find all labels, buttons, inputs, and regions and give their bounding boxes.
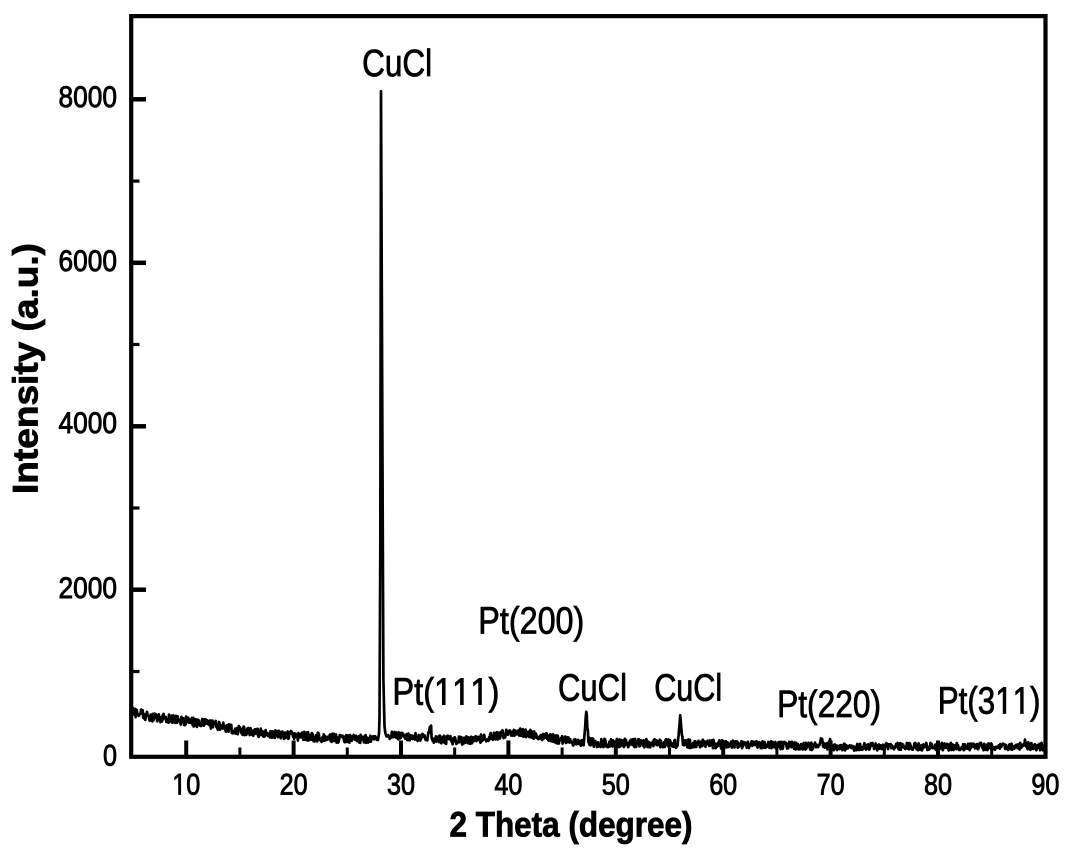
svg-text:50: 50 — [602, 769, 630, 802]
svg-text:0: 0 — [186, 767, 200, 801]
svg-text:): ) — [489, 670, 500, 713]
svg-text:2 Theta (degree): 2 Theta (degree) — [450, 806, 693, 845]
svg-text:70: 70 — [817, 769, 845, 802]
svg-text:60: 60 — [709, 769, 737, 802]
svg-text:): ) — [1030, 680, 1040, 723]
svg-text:90: 90 — [1031, 769, 1059, 802]
svg-text:20: 20 — [280, 769, 308, 802]
svg-text:Pt(200): Pt(200) — [478, 600, 584, 642]
svg-text:CuCl: CuCl — [654, 668, 722, 710]
svg-text:2000: 2000 — [59, 572, 118, 605]
svg-text:8000: 8000 — [59, 81, 118, 114]
svg-text:4000: 4000 — [59, 407, 118, 440]
svg-text:0: 0 — [103, 740, 117, 773]
svg-text:CuCl: CuCl — [362, 43, 432, 85]
svg-text:30: 30 — [387, 769, 415, 802]
svg-text:CuCl: CuCl — [558, 668, 627, 710]
svg-text:6000: 6000 — [59, 245, 118, 278]
svg-text:Intensity (a.u.): Intensity (a.u.) — [7, 243, 46, 494]
svg-text:Pt(220): Pt(220) — [777, 684, 881, 726]
svg-text:40: 40 — [494, 769, 522, 802]
svg-text:Pt(3: Pt(3 — [938, 680, 995, 723]
svg-text:Pt(: Pt( — [392, 670, 434, 713]
svg-text:80: 80 — [924, 769, 952, 802]
